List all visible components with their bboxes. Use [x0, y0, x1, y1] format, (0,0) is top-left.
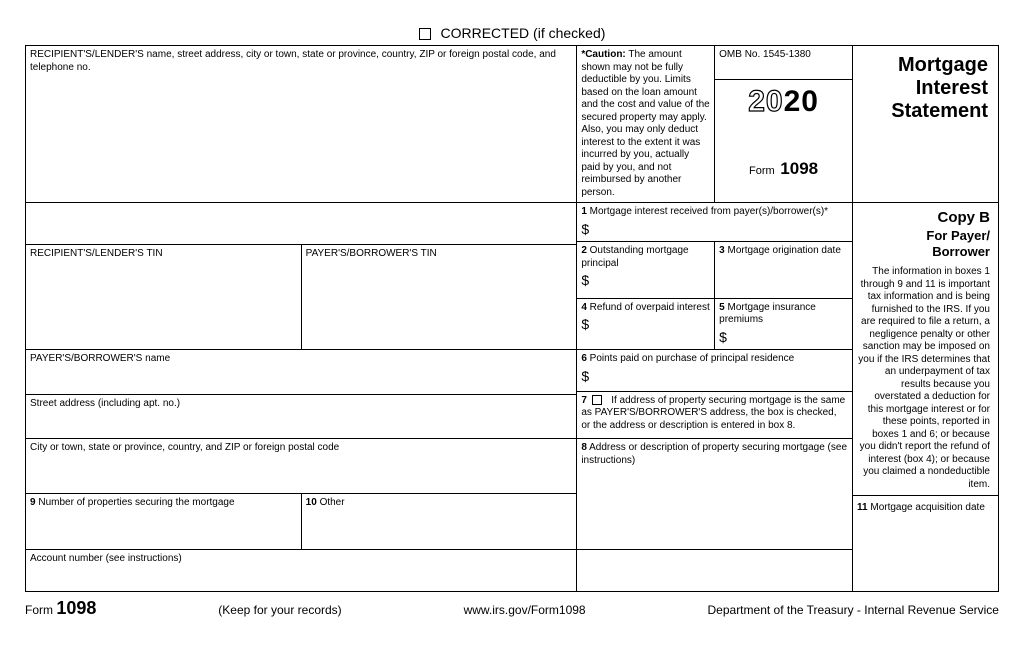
box-2[interactable]: 2 Outstanding mortgage principal $ — [577, 242, 715, 299]
box-4[interactable]: 4 Refund of overpaid interest $ — [577, 298, 715, 350]
omb-cell: OMB No. 1545-1380 — [715, 46, 853, 80]
copy-b-instructions: Copy B For Payer/ Borrower The informati… — [853, 203, 999, 496]
payer-name[interactable]: PAYER'S/BORROWER'S name — [26, 350, 577, 394]
payer-tin[interactable]: PAYER'S/BORROWER'S TIN — [301, 244, 577, 350]
box-8[interactable]: 8 Address or description of property sec… — [577, 439, 853, 550]
treasury-dept: Department of the Treasury - Internal Re… — [708, 603, 999, 617]
form-title-block: Mortgage Interest Statement — [853, 46, 999, 203]
box-8-continuation — [577, 549, 853, 591]
form-1098: CORRECTED (if checked) RECIPIENT'S/LENDE… — [25, 25, 999, 619]
box-7-checkbox[interactable] — [592, 395, 602, 405]
tax-year: 2020 — [715, 79, 853, 155]
blank-continuation — [26, 203, 577, 245]
box-3[interactable]: 3 Mortgage origination date — [715, 242, 853, 299]
street-address[interactable]: Street address (including apt. no.) — [26, 394, 577, 439]
box-10[interactable]: 10 Other — [301, 493, 577, 549]
account-number[interactable]: Account number (see instructions) — [26, 549, 577, 591]
form-number-cell: Form 1098 — [715, 155, 853, 203]
box-6[interactable]: 6 Points paid on purchase of principal r… — [577, 350, 853, 392]
caution-cell: *Caution: The amount shown may not be fu… — [577, 46, 715, 203]
box-11[interactable]: 11 Mortgage acquisition date — [853, 496, 999, 591]
recipient-lender-block[interactable]: RECIPIENT'S/LENDER'S name, street addres… — [26, 46, 577, 203]
form-table: RECIPIENT'S/LENDER'S name, street addres… — [25, 45, 999, 592]
box-7[interactable]: 7 If address of property securing mortga… — [577, 391, 853, 438]
form-footer: Form 1098 (Keep for your records) www.ir… — [25, 592, 999, 619]
keep-for-records: (Keep for your records) — [218, 603, 341, 617]
corrected-checkbox[interactable] — [419, 28, 431, 40]
corrected-label: CORRECTED (if checked) — [440, 25, 605, 41]
irs-url: www.irs.gov/Form1098 — [464, 603, 586, 617]
recipient-tin[interactable]: RECIPIENT'S/LENDER'S TIN — [26, 244, 302, 350]
box-1[interactable]: 1 Mortgage interest received from payer(… — [577, 203, 853, 242]
box-5[interactable]: 5 Mortgage insurance premiums $ — [715, 298, 853, 350]
corrected-row: CORRECTED (if checked) — [25, 25, 999, 45]
box-9[interactable]: 9 Number of properties securing the mort… — [26, 493, 302, 549]
city-state-zip[interactable]: City or town, state or province, country… — [26, 439, 577, 494]
